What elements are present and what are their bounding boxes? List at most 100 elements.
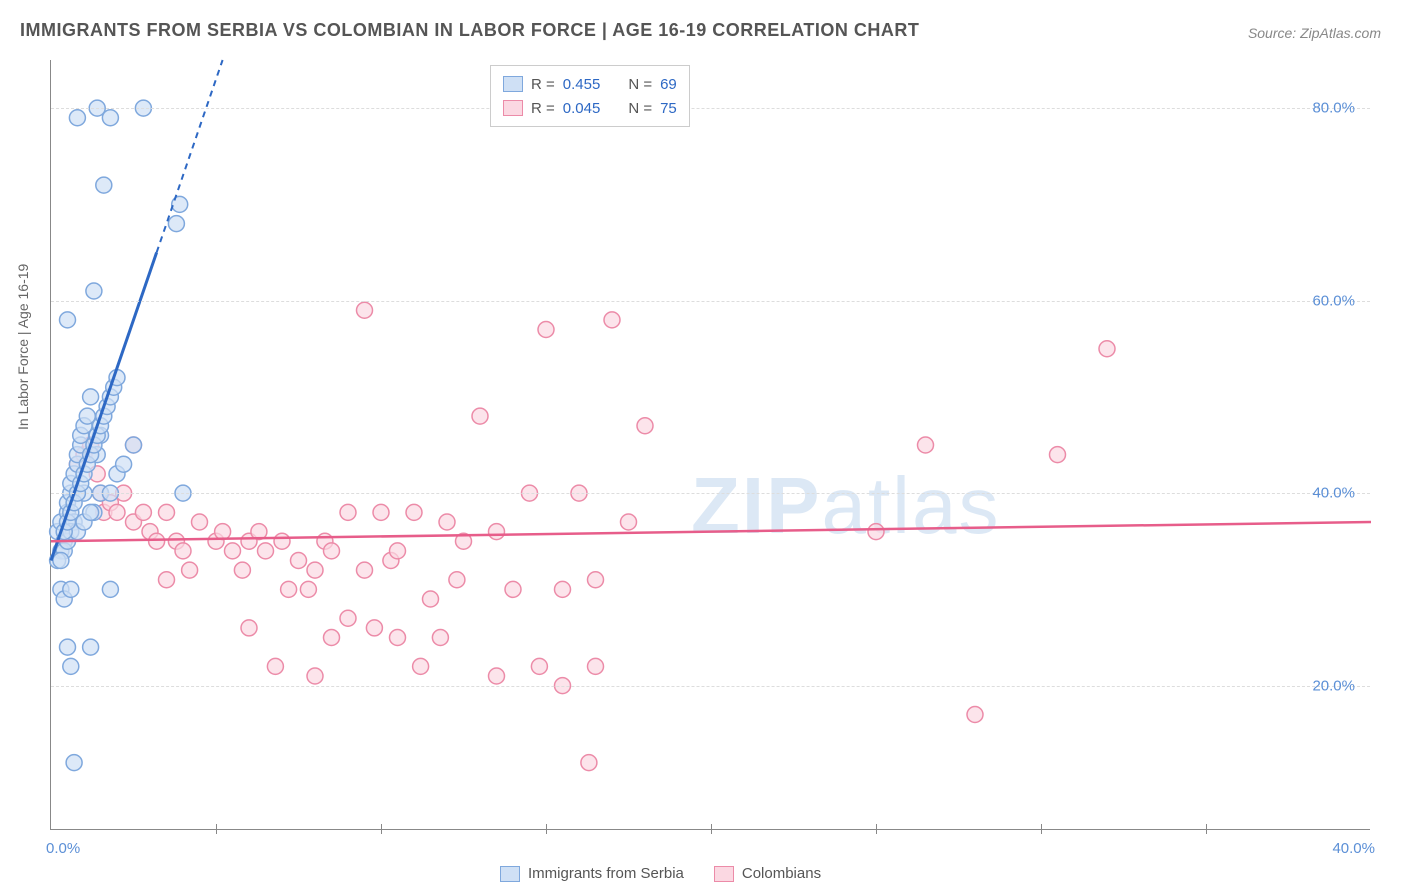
x-tick — [546, 824, 547, 834]
scatter-point-colombians — [449, 572, 465, 588]
scatter-point-colombians — [581, 755, 597, 771]
scatter-point-colombians — [274, 533, 290, 549]
trend-line-colombians — [51, 522, 1371, 541]
scatter-point-colombians — [505, 581, 521, 597]
scatter-point-colombians — [918, 437, 934, 453]
scatter-point-colombians — [588, 572, 604, 588]
scatter-point-colombians — [406, 504, 422, 520]
scatter-point-colombians — [340, 504, 356, 520]
scatter-point-colombians — [159, 504, 175, 520]
scatter-point-colombians — [1099, 341, 1115, 357]
scatter-point-serbia — [83, 639, 99, 655]
scatter-point-colombians — [241, 620, 257, 636]
scatter-point-colombians — [300, 581, 316, 597]
correlation-legend: R = 0.455N = 69R = 0.045N = 75 — [490, 65, 690, 127]
scatter-point-colombians — [182, 562, 198, 578]
scatter-point-serbia — [60, 639, 76, 655]
legend-swatch — [714, 866, 734, 882]
scatter-point-colombians — [357, 562, 373, 578]
trend-line-dashed-serbia — [157, 60, 223, 253]
x-tick — [216, 824, 217, 834]
scatter-point-colombians — [340, 610, 356, 626]
scatter-point-colombians — [604, 312, 620, 328]
chart-title: IMMIGRANTS FROM SERBIA VS COLOMBIAN IN L… — [20, 20, 919, 41]
scatter-point-colombians — [538, 322, 554, 338]
scatter-point-serbia — [168, 216, 184, 232]
r-label: R = — [531, 100, 555, 117]
grid-line — [51, 301, 1370, 302]
y-tick-label: 80.0% — [1312, 100, 1355, 117]
scatter-point-colombians — [637, 418, 653, 434]
scatter-point-serbia — [102, 110, 118, 126]
scatter-point-serbia — [63, 658, 79, 674]
x-tick — [711, 824, 712, 834]
scatter-point-colombians — [109, 504, 125, 520]
grid-line — [51, 108, 1370, 109]
scatter-point-serbia — [83, 389, 99, 405]
scatter-point-colombians — [324, 543, 340, 559]
scatter-point-colombians — [588, 658, 604, 674]
scatter-point-colombians — [439, 514, 455, 530]
source-label: Source: ZipAtlas.com — [1248, 25, 1381, 41]
legend-row-serbia: R = 0.455N = 69 — [503, 72, 677, 96]
scatter-point-serbia — [69, 110, 85, 126]
grid-line — [51, 493, 1370, 494]
legend-swatch — [500, 866, 520, 882]
scatter-point-colombians — [373, 504, 389, 520]
plot-area: ZIPatlas 20.0%40.0%60.0%80.0%0.0%40.0% — [50, 60, 1370, 830]
scatter-point-colombians — [868, 524, 884, 540]
scatter-point-colombians — [307, 562, 323, 578]
scatter-point-serbia — [86, 283, 102, 299]
scatter-point-serbia — [60, 312, 76, 328]
scatter-point-colombians — [357, 302, 373, 318]
scatter-point-colombians — [390, 543, 406, 559]
scatter-point-serbia — [63, 581, 79, 597]
scatter-point-serbia — [96, 177, 112, 193]
y-axis-label: In Labor Force | Age 16-19 — [15, 264, 31, 430]
scatter-point-colombians — [967, 707, 983, 723]
x-tick-label: 0.0% — [46, 840, 80, 857]
x-tick — [876, 824, 877, 834]
scatter-point-colombians — [531, 658, 547, 674]
scatter-point-serbia — [116, 456, 132, 472]
scatter-point-serbia — [53, 553, 69, 569]
scatter-point-colombians — [472, 408, 488, 424]
scatter-point-colombians — [149, 533, 165, 549]
scatter-point-colombians — [192, 514, 208, 530]
x-tick — [1206, 824, 1207, 834]
scatter-point-colombians — [225, 543, 241, 559]
n-value: 69 — [660, 76, 677, 93]
y-tick-label: 20.0% — [1312, 677, 1355, 694]
scatter-point-colombians — [258, 543, 274, 559]
scatter-point-colombians — [175, 543, 191, 559]
scatter-point-colombians — [366, 620, 382, 636]
scatter-point-colombians — [307, 668, 323, 684]
scatter-point-colombians — [621, 514, 637, 530]
scatter-point-colombians — [234, 562, 250, 578]
legend-label: Colombians — [742, 865, 821, 882]
scatter-point-colombians — [413, 658, 429, 674]
scatter-point-colombians — [135, 504, 151, 520]
scatter-point-colombians — [324, 630, 340, 646]
scatter-point-serbia — [126, 437, 142, 453]
n-label: N = — [628, 100, 652, 117]
scatter-point-serbia — [102, 581, 118, 597]
scatter-point-colombians — [432, 630, 448, 646]
r-label: R = — [531, 76, 555, 93]
x-tick — [381, 824, 382, 834]
scatter-point-colombians — [215, 524, 231, 540]
chart-svg — [51, 60, 1370, 829]
r-value: 0.455 — [563, 76, 601, 93]
x-tick — [1041, 824, 1042, 834]
scatter-point-colombians — [291, 553, 307, 569]
series-legend: Immigrants from Serbia Colombians — [500, 865, 821, 882]
scatter-point-colombians — [555, 581, 571, 597]
scatter-point-serbia — [83, 504, 99, 520]
scatter-point-colombians — [390, 630, 406, 646]
legend-item: Immigrants from Serbia — [500, 865, 684, 882]
r-value: 0.045 — [563, 100, 601, 117]
legend-swatch — [503, 76, 523, 92]
grid-line — [51, 686, 1370, 687]
legend-label: Immigrants from Serbia — [528, 865, 684, 882]
n-value: 75 — [660, 100, 677, 117]
